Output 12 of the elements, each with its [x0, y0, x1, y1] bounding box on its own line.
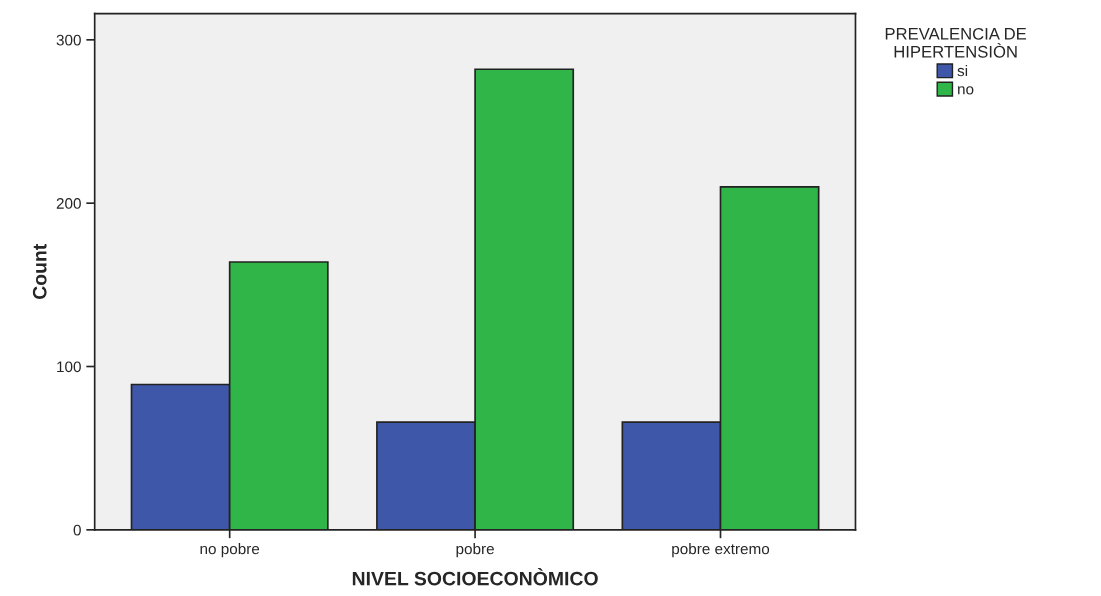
- y-tick-label: 200: [56, 198, 81, 209]
- y-axis-title: Count: [32, 243, 47, 300]
- x-tick-label: pobre: [456, 543, 494, 558]
- x-axis-title: NIVEL SOCIOECONÒMICO: [352, 568, 598, 586]
- legend-label: no: [958, 86, 974, 95]
- legend-title: PREVALENCIA DE HIPERTENSIÒN: [885, 27, 1027, 58]
- legend-label: si: [957, 65, 968, 77]
- y-tick-label: 100: [57, 361, 81, 373]
- y-tick-label: 0: [73, 524, 81, 536]
- x-tick-label: no pobre: [200, 543, 260, 558]
- x-tick-label: pobre extremo: [672, 543, 770, 558]
- y-tick-label: 300: [56, 34, 81, 46]
